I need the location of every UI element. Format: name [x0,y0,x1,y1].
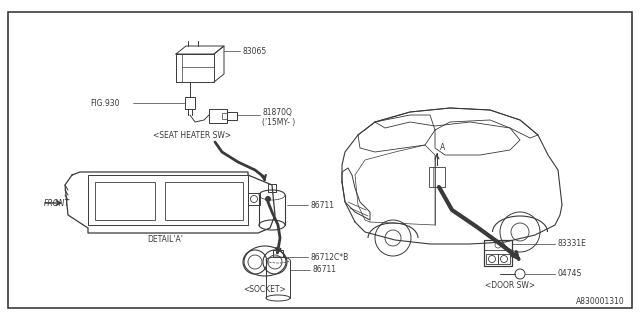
Bar [248,193,260,205]
Bar [273,250,283,257]
Circle shape [265,196,271,202]
Bar [88,175,248,225]
Text: 0474S: 0474S [557,269,581,278]
Text: 86711: 86711 [310,201,334,210]
Text: 86711: 86711 [312,266,336,275]
Bar [222,113,227,119]
Text: <SOCKET>: <SOCKET> [244,285,286,294]
Bar [227,112,237,120]
Bar [268,184,276,192]
Bar [486,254,498,264]
Bar [165,182,243,220]
Text: FIG.930: FIG.930 [90,99,120,108]
Bar [95,182,155,220]
Bar [498,254,510,264]
Bar [484,240,512,250]
Text: 81870Q: 81870Q [262,108,292,116]
Text: 86712C*B: 86712C*B [310,252,348,261]
Bar [429,167,445,187]
Text: 83331E: 83331E [557,239,586,249]
Text: <SEAT HEATER SW>: <SEAT HEATER SW> [153,131,231,140]
Text: <DOOR SW>: <DOOR SW> [485,281,535,290]
Text: FRONT: FRONT [44,198,70,207]
Text: A: A [440,142,445,151]
Bar [484,240,512,266]
Text: DETAIL'A': DETAIL'A' [147,236,183,244]
Bar [209,109,227,123]
Bar [185,97,195,109]
Text: A830001310: A830001310 [576,298,625,307]
Text: ('15MY- ): ('15MY- ) [262,117,295,126]
Text: 83065: 83065 [242,46,266,55]
